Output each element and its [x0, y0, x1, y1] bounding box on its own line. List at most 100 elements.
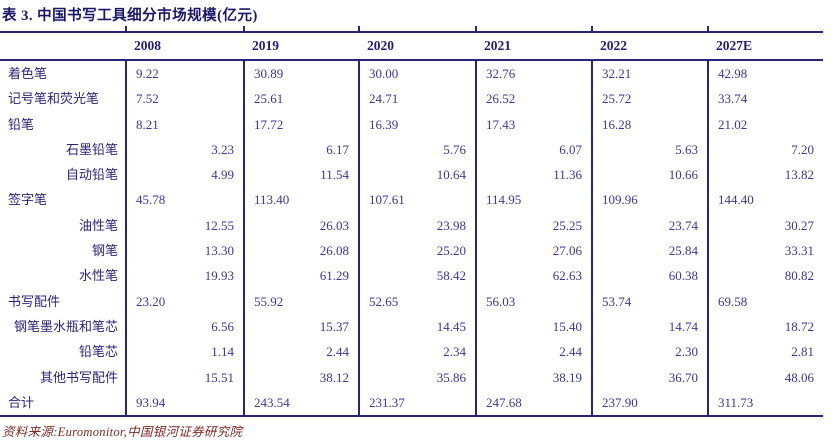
value-cell: 23.98 [358, 212, 475, 239]
value-cell: 26.52 [475, 86, 591, 112]
value-cell: 10.66 [591, 162, 707, 188]
table-row: 签字笔 45.78 113.40 107.61 114.95 109.96 144.40 [0, 187, 823, 213]
value-cell: 17.72 [243, 111, 358, 137]
table-body: 着色笔 9.22 30.89 30.00 32.76 32.21 42.98 记号笔和荧光笔 7… [0, 61, 823, 418]
value-cell: 80.82 [707, 263, 823, 289]
column-header: 2027E [716, 38, 753, 53]
value-cell: 23.74 [591, 212, 707, 239]
value-cell: 7.52 [125, 86, 243, 112]
value-cell: 30.27 [707, 212, 823, 239]
value-cell: 10.64 [358, 162, 475, 188]
row-label: 记号笔和荧光笔 [8, 91, 100, 107]
column-boundary-tick [591, 26, 593, 33]
table-header-row: 2008 2019 2020 2021 2022 2027E [0, 33, 823, 61]
value-cell: 23.20 [125, 288, 243, 314]
value-cell: 33.31 [707, 238, 823, 264]
value-cell: 25.20 [358, 238, 475, 264]
value-cell: 5.63 [591, 136, 707, 163]
value-cell: 69.58 [707, 288, 823, 314]
value-cell: 48.06 [707, 364, 823, 390]
row-label: 水性笔 [78, 268, 118, 284]
column-boundary-tick [475, 26, 477, 33]
value-cell: 2.44 [475, 339, 591, 365]
value-cell: 114.95 [475, 187, 591, 213]
table-row: 自动铅笔 4.99 11.54 10.64 11.36 10.66 13.82 [0, 162, 823, 188]
row-label: 自动铅笔 [65, 167, 118, 183]
row-label: 书写配件 [8, 293, 61, 309]
value-cell: 144.40 [707, 187, 823, 213]
value-cell: 12.55 [125, 212, 243, 239]
table-title: 表 3. 中国书写工具细分市场规模(亿元) [2, 8, 258, 24]
value-cell: 33.74 [707, 86, 823, 112]
value-cell: 42.98 [707, 61, 823, 87]
value-cell: 27.06 [475, 238, 591, 264]
value-cell: 311.73 [707, 389, 823, 416]
column-boundary-tick [707, 26, 709, 33]
table-row: 合计 93.94 243.54 231.37 247.68 237.90 311.73 [0, 389, 823, 416]
value-cell: 56.03 [475, 288, 591, 314]
value-cell: 26.03 [243, 212, 358, 239]
column-boundary-tick [358, 26, 360, 33]
row-label: 签字笔 [8, 192, 48, 208]
value-cell: 14.74 [591, 313, 707, 340]
value-cell: 109.96 [591, 187, 707, 213]
table-row: 水性笔 19.93 61.29 58.42 62.63 60.38 80.82 [0, 263, 823, 289]
value-cell: 3.23 [125, 136, 243, 163]
table-row: 铅笔 8.21 17.72 16.39 17.43 16.28 21.02 [0, 111, 823, 137]
value-cell: 25.72 [591, 86, 707, 112]
table-row: 书写配件 23.20 55.92 52.65 56.03 53.74 69.58 [0, 288, 823, 314]
value-cell: 53.74 [591, 288, 707, 314]
value-cell: 26.08 [243, 238, 358, 264]
row-label: 其他书写配件 [39, 369, 118, 385]
value-cell: 2.30 [591, 339, 707, 365]
value-cell: 2.81 [707, 339, 823, 365]
column-header: 2008 [134, 38, 161, 53]
column-boundary-tick [125, 26, 127, 33]
value-cell: 6.07 [475, 136, 591, 163]
value-cell: 107.61 [358, 187, 475, 213]
value-cell: 8.21 [125, 111, 243, 137]
value-cell: 60.38 [591, 263, 707, 289]
row-label: 铅笔 [8, 116, 35, 132]
table-row: 石墨铅笔 3.23 6.17 5.76 6.07 5.63 7.20 [0, 136, 823, 163]
column-boundary-tick [243, 26, 245, 33]
value-cell: 13.82 [707, 162, 823, 188]
table-row: 钢笔墨水瓶和笔芯 6.56 15.37 14.45 15.40 14.74 18.72 [0, 313, 823, 340]
value-cell: 61.29 [243, 263, 358, 289]
value-cell: 9.22 [125, 61, 243, 87]
value-cell: 32.76 [475, 61, 591, 87]
value-cell: 16.39 [358, 111, 475, 137]
value-cell: 7.20 [707, 136, 823, 163]
value-cell: 62.63 [475, 263, 591, 289]
market-size-table: 2008 2019 2020 2021 2022 2027E 着色笔 9.22 30.89 30… [0, 26, 823, 418]
value-cell: 58.42 [358, 263, 475, 289]
value-cell: 30.00 [358, 61, 475, 87]
value-cell: 45.78 [125, 187, 243, 213]
value-cell: 38.19 [475, 364, 591, 390]
value-cell: 16.28 [591, 111, 707, 137]
value-cell: 19.93 [125, 263, 243, 289]
value-cell: 2.44 [243, 339, 358, 365]
header-corner-cell [0, 33, 125, 59]
table-row: 钢笔 13.30 26.08 25.20 27.06 25.84 33.31 [0, 238, 823, 264]
value-cell: 231.37 [358, 389, 475, 416]
value-cell: 13.30 [125, 238, 243, 264]
value-cell: 21.02 [707, 111, 823, 137]
row-label: 石墨铅笔 [65, 141, 118, 157]
value-cell: 24.71 [358, 86, 475, 112]
column-header: 2022 [600, 38, 627, 53]
value-cell: 52.65 [358, 288, 475, 314]
table-row: 其他书写配件 15.51 38.12 35.86 38.19 36.70 48.06 [0, 364, 823, 390]
value-cell: 15.37 [243, 313, 358, 340]
row-label: 合计 [8, 394, 35, 410]
value-cell: 2.34 [358, 339, 475, 365]
value-cell: 15.40 [475, 313, 591, 340]
row-label: 着色笔 [8, 66, 48, 81]
value-cell: 30.89 [243, 61, 358, 87]
value-cell: 11.54 [243, 162, 358, 188]
column-header: 2020 [367, 38, 394, 53]
column-header: 2019 [252, 38, 279, 53]
table-row: 记号笔和荧光笔 7.52 25.61 24.71 26.52 25.72 33.74 [0, 86, 823, 112]
value-cell: 25.61 [243, 86, 358, 112]
value-cell: 38.12 [243, 364, 358, 390]
